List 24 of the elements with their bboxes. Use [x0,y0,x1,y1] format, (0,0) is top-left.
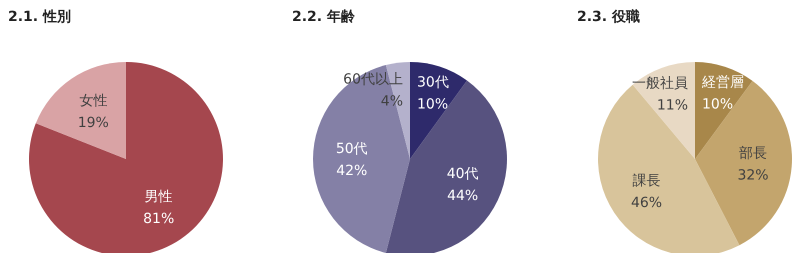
slice-label: 50代 [336,141,368,157]
data-label: 32% [737,168,769,184]
pie-slice [36,62,126,159]
slice-label: 30代 [417,74,449,91]
data-label: 10% [417,96,448,113]
slice-label: 男性 [144,189,173,206]
data-label: 81% [143,211,174,228]
data-label: 11% [656,97,688,114]
data-label: 42% [336,163,368,179]
chart-title: 2.3. 役職 [577,8,640,26]
data-label: 44% [447,188,478,204]
data-label: 19% [78,114,109,131]
data-label: 10% [702,96,734,113]
slice-label: 部長 [739,146,768,162]
chart-title: 2.2. 年齢 [292,8,355,26]
data-label: 4% [380,94,403,110]
slice-label: 一般社員 [632,75,688,92]
data-label: 46% [630,195,662,212]
chart-title: 2.1. 性別 [8,8,71,26]
slice-label: 女性 [79,92,108,109]
slice-label: 課長 [632,173,661,190]
slice-label: 経営層 [701,74,744,91]
pie-slice [410,62,468,159]
slice-label: 40代 [446,166,479,182]
